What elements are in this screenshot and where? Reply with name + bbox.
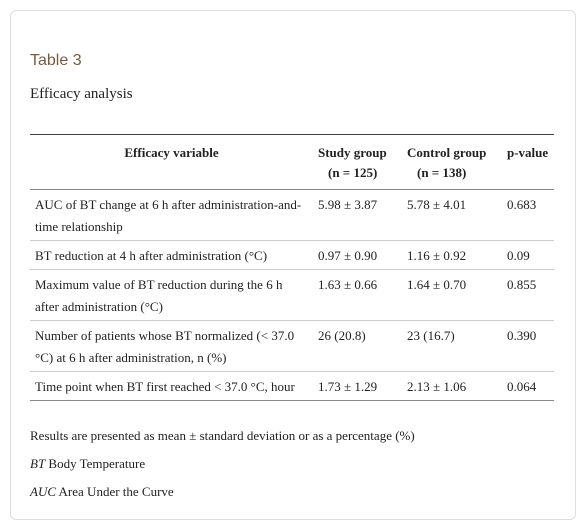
table-cell: Number of patients whose BT normalized (… <box>30 320 313 372</box>
table-cell: 0.855 <box>502 269 554 321</box>
table-cell: 0.97 ± 0.90 <box>313 240 402 270</box>
table-cell: 1.64 ± 0.70 <box>402 269 502 321</box>
abbreviation: BT <box>30 456 46 471</box>
column-title: p-value <box>507 145 549 160</box>
table-cell: 5.98 ± 3.87 <box>313 189 402 241</box>
table-body: AUC of BT change at 6 h after administra… <box>30 189 554 401</box>
column-header: Efficacy variable <box>30 134 313 190</box>
table-cell: 0.683 <box>502 189 554 241</box>
table-cell: 0.09 <box>502 240 554 270</box>
abbreviation-meaning: Area Under the Curve <box>58 484 174 499</box>
table-cell: 0.390 <box>502 320 554 372</box>
table-row: AUC of BT change at 6 h after administra… <box>30 189 554 241</box>
column-title: Efficacy variable <box>124 145 219 160</box>
abbreviation-note: AUC Area Under the Curve <box>30 484 415 512</box>
table-cell: 2.13 ± 1.06 <box>402 371 502 401</box>
table-cell: 1.63 ± 0.66 <box>313 269 402 321</box>
table-cell: 5.78 ± 4.01 <box>402 189 502 241</box>
table-row: BT reduction at 4 h after administration… <box>30 240 554 270</box>
table-cell: 26 (20.8) <box>313 320 402 372</box>
table-cell: Maximum value of BT reduction during the… <box>30 269 313 321</box>
abbreviation: AUC <box>30 484 56 499</box>
column-subtitle: (n = 138) <box>417 165 467 180</box>
column-header: p-value <box>502 134 554 190</box>
footnote: Results are presented as mean ± standard… <box>30 428 415 443</box>
table-cell: BT reduction at 4 h after administration… <box>30 240 313 270</box>
table-cell: Time point when BT first reached < 37.0 … <box>30 371 313 401</box>
footnotes: Results are presented as mean ± standard… <box>30 428 415 512</box>
table-cell: 1.16 ± 0.92 <box>402 240 502 270</box>
table-cell: AUC of BT change at 6 h after administra… <box>30 189 313 241</box>
abbreviation-note: BT Body Temperature <box>30 456 415 484</box>
table-row: Number of patients whose BT normalized (… <box>30 320 554 372</box>
column-header: Study group (n = 125) <box>313 134 402 190</box>
table-cell: 0.064 <box>502 371 554 401</box>
abbreviation-meaning: Body Temperature <box>48 456 146 471</box>
table-caption: Efficacy analysis <box>30 86 133 102</box>
table-row: Maximum value of BT reduction during the… <box>30 269 554 321</box>
column-header: Control group (n = 138) <box>402 134 502 190</box>
column-subtitle: (n = 125) <box>328 165 378 180</box>
table-row: Time point when BT first reached < 37.0 … <box>30 371 554 401</box>
column-title: Study group <box>318 145 387 160</box>
table: Efficacy variable Study group (n = 125) Con… <box>30 134 554 401</box>
column-title: Control group <box>407 145 487 160</box>
table-label: Table 3 <box>30 52 82 69</box>
table-cell: 23 (16.7) <box>402 320 502 372</box>
header-row: Efficacy variable Study group (n = 125) Con… <box>30 134 554 190</box>
table-cell: 1.73 ± 1.29 <box>313 371 402 401</box>
